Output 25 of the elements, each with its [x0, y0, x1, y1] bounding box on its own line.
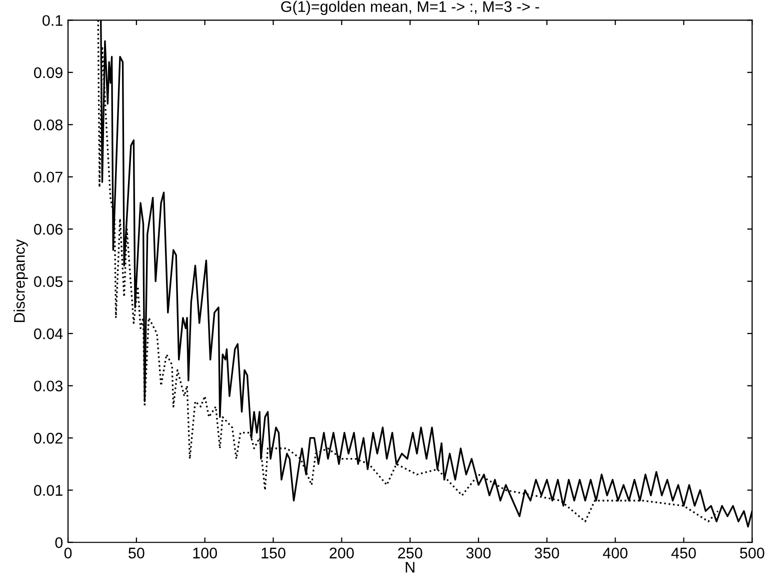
x-tick-label: 0 [64, 548, 72, 558]
y-tick-label: 0.03 [34, 380, 62, 392]
y-tick-label: 0.05 [34, 276, 63, 287]
y-tick-label: 0 [55, 537, 63, 548]
y-tick-label: 0.01 [34, 485, 62, 496]
y-tick-label: 0.09 [34, 67, 62, 78]
x-tick-label: 500 [740, 548, 764, 558]
y-tick-label: 0.02 [34, 432, 62, 444]
x-tick-label: 300 [466, 548, 491, 558]
x-tick-label: 450 [671, 548, 696, 558]
x-tick-label: 100 [193, 548, 217, 558]
x-axis-title: N [406, 562, 414, 573]
y-tick-label: 0.06 [34, 224, 62, 235]
y-axis-title: Discrepancy [14, 239, 28, 322]
y-tick-label: 0.1 [42, 15, 62, 26]
x-tick-label: 400 [602, 548, 628, 558]
x-tick-label: 200 [330, 548, 354, 558]
y-tick-label: 0.04 [34, 328, 63, 340]
y-tick-label: 0.07 [34, 172, 62, 183]
x-tick-label: 250 [398, 548, 422, 558]
y-tick-label: 0.08 [34, 120, 62, 130]
x-tick-label: 150 [262, 548, 286, 558]
x-tick-label: 50 [128, 548, 144, 558]
x-tick-label: 350 [534, 548, 560, 558]
chart-title: G(1)=golden mean, M=1 -> :, M=3 -> - [281, 0, 540, 16]
